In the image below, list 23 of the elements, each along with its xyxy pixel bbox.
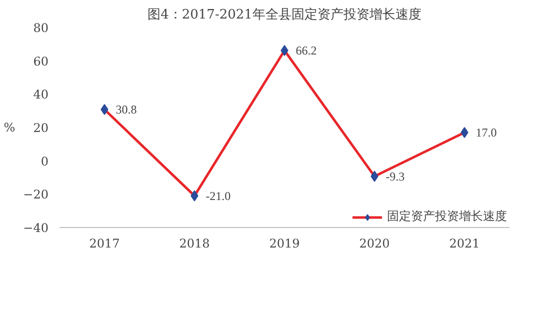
legend-label: 固定资产投资增长速度 [387, 208, 507, 225]
data-label: 30.8 [116, 102, 137, 116]
x-tick-label: 2021 [449, 236, 480, 250]
y-tick-label: 40 [33, 88, 49, 102]
y-tick-label: −40 [23, 221, 49, 235]
point [280, 45, 288, 56]
data-label: 17.0 [476, 126, 497, 140]
x-tick-label: 2018 [179, 236, 210, 250]
chart-title: 图4：2017-2021年全县固定资产投资增长速度 [148, 6, 422, 22]
x-tick-label: 2019 [269, 236, 300, 250]
y-tick-label: 60 [33, 54, 49, 68]
data-label: 66.2 [296, 44, 317, 58]
y-tick-label: 80 [33, 21, 49, 35]
point [460, 127, 468, 138]
x-tick-label: 2020 [359, 236, 390, 250]
y-tick-label: 0 [40, 154, 49, 168]
y-tick-label: −20 [23, 188, 49, 202]
point [100, 104, 108, 115]
x-tick-label: 2017 [89, 236, 120, 250]
data-label: -9.3 [386, 169, 405, 184]
data-label: -21.0 [206, 188, 231, 203]
y-tick-label: 20 [33, 121, 49, 135]
y-axis-title: % [4, 120, 16, 134]
